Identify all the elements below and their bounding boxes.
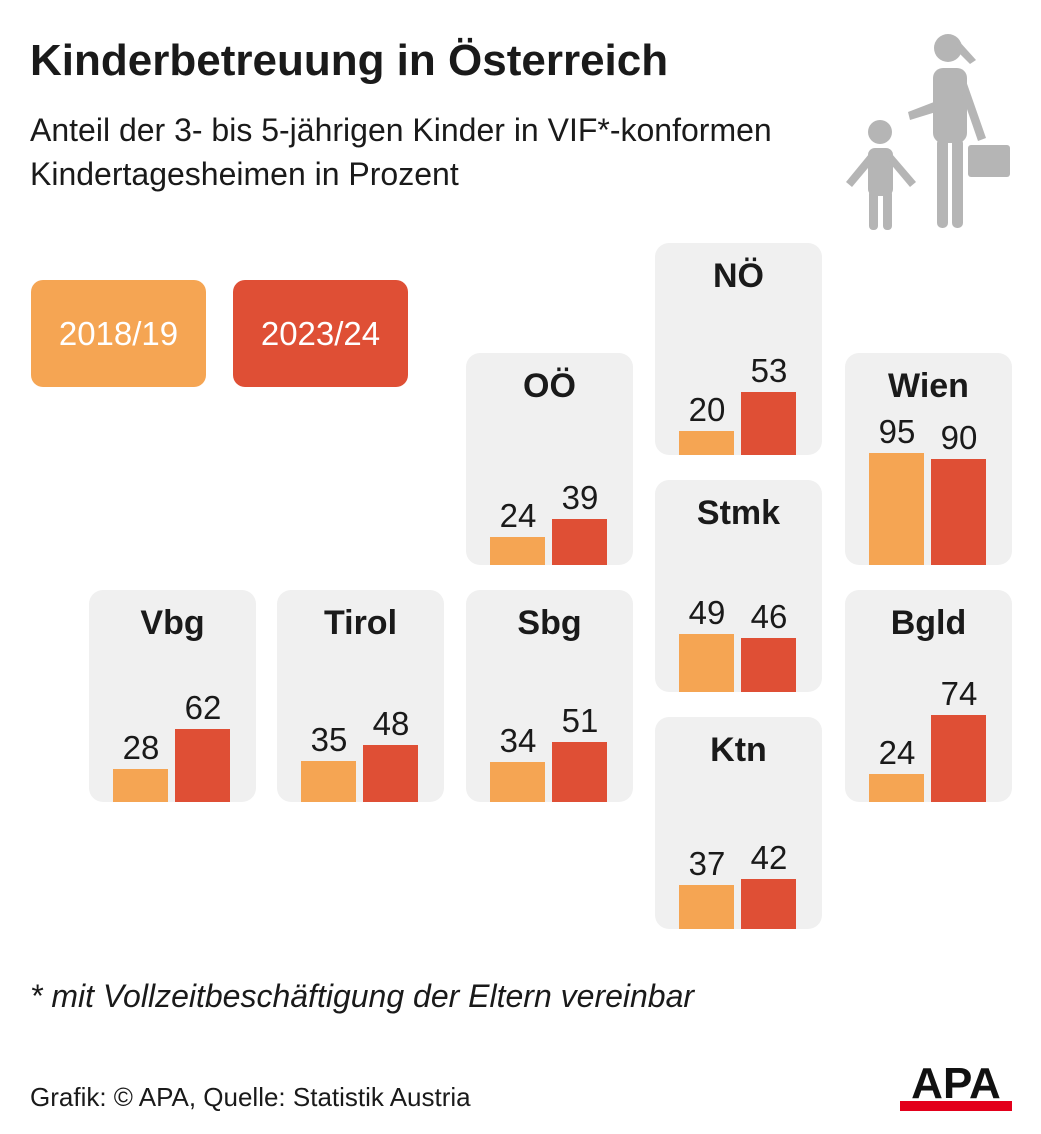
value-label: 28 xyxy=(122,728,160,766)
value-label: 35 xyxy=(310,720,348,758)
bar-n-2023-24 xyxy=(741,392,796,455)
svg-text:APA: APA xyxy=(911,1063,1001,1108)
bar-o-2018-19 xyxy=(490,536,545,565)
region-card-sbg: Sbg 34 51 xyxy=(466,590,633,802)
bar-o-2023-24 xyxy=(552,518,607,565)
bar-ktn-2023-24 xyxy=(741,879,796,929)
value-label: 51 xyxy=(561,701,599,739)
region-label: Stmk xyxy=(696,494,781,532)
bar-tirol-2023-24 xyxy=(363,745,418,802)
value-label: 62 xyxy=(184,688,222,726)
value-label: 39 xyxy=(561,478,599,516)
bar-sbg-2023-24 xyxy=(552,741,607,802)
region-label: Bgld xyxy=(890,604,967,642)
bar-stmk-2018-19 xyxy=(679,634,734,692)
region-label: Ktn xyxy=(710,731,767,769)
source-credit: Grafik: © APA, Quelle: Statistik Austria xyxy=(30,1082,471,1112)
legend-2023-24: 2023/24 xyxy=(233,280,408,387)
value-label: 42 xyxy=(750,839,788,877)
region-card-ktn: Ktn 37 42 xyxy=(655,717,822,929)
value-label: 53 xyxy=(750,352,788,390)
bar-n-2018-19 xyxy=(679,431,734,455)
bar-vbg-2018-19 xyxy=(113,768,168,802)
value-label: 49 xyxy=(688,594,726,632)
value-label: 24 xyxy=(499,496,537,534)
region-label: OÖ xyxy=(523,367,576,405)
region-card-wien: Wien 95 90 xyxy=(845,353,1012,565)
value-label: 34 xyxy=(499,721,537,759)
bar-vbg-2023-24 xyxy=(175,728,230,802)
value-label: 37 xyxy=(688,845,726,883)
region-label: NÖ xyxy=(713,257,764,295)
parent-child-icon xyxy=(846,34,1010,230)
region-label: Vbg xyxy=(140,604,205,642)
legend-label-2023-24: 2023/24 xyxy=(260,314,381,352)
value-label: 24 xyxy=(878,733,916,771)
bar-stmk-2023-24 xyxy=(741,637,796,692)
value-label: 48 xyxy=(372,705,410,743)
region-card-o: OÖ 24 39 xyxy=(466,353,633,565)
legend-label-2018-19: 2018/19 xyxy=(58,314,179,352)
value-label: 95 xyxy=(878,412,916,450)
region-card-vbg: Vbg 28 62 xyxy=(89,590,256,802)
footnote: * mit Vollzeitbeschäftigung der Eltern v… xyxy=(30,978,695,1014)
bar-wien-2023-24 xyxy=(931,458,986,565)
region-card-bgld: Bgld 24 74 xyxy=(845,590,1012,802)
region-card-stmk: Stmk 49 46 xyxy=(655,480,822,692)
value-label: 20 xyxy=(688,391,726,429)
bar-ktn-2018-19 xyxy=(679,885,734,929)
region-card-n: NÖ 20 53 xyxy=(655,243,822,455)
region-label: Wien xyxy=(888,367,969,405)
bar-wien-2018-19 xyxy=(869,452,924,565)
value-label: 46 xyxy=(750,597,788,635)
region-card-tirol: Tirol 35 48 xyxy=(277,590,444,802)
legend-2018-19: 2018/19 xyxy=(31,280,206,387)
value-label: 74 xyxy=(940,674,978,712)
region-label: Sbg xyxy=(517,604,582,642)
bar-sbg-2018-19 xyxy=(490,761,545,802)
chart-subtitle: Anteil der 3- bis 5-jährigen Kinder in V… xyxy=(30,112,772,192)
bar-tirol-2018-19 xyxy=(301,760,356,802)
value-label: 90 xyxy=(940,418,978,456)
region-label: Tirol xyxy=(323,604,398,642)
apa-logo: APA xyxy=(900,1063,1012,1111)
bar-bgld-2018-19 xyxy=(869,773,924,802)
bar-bgld-2023-24 xyxy=(931,714,986,802)
chart-title: Kinderbetreuung in Österreich xyxy=(30,36,669,85)
